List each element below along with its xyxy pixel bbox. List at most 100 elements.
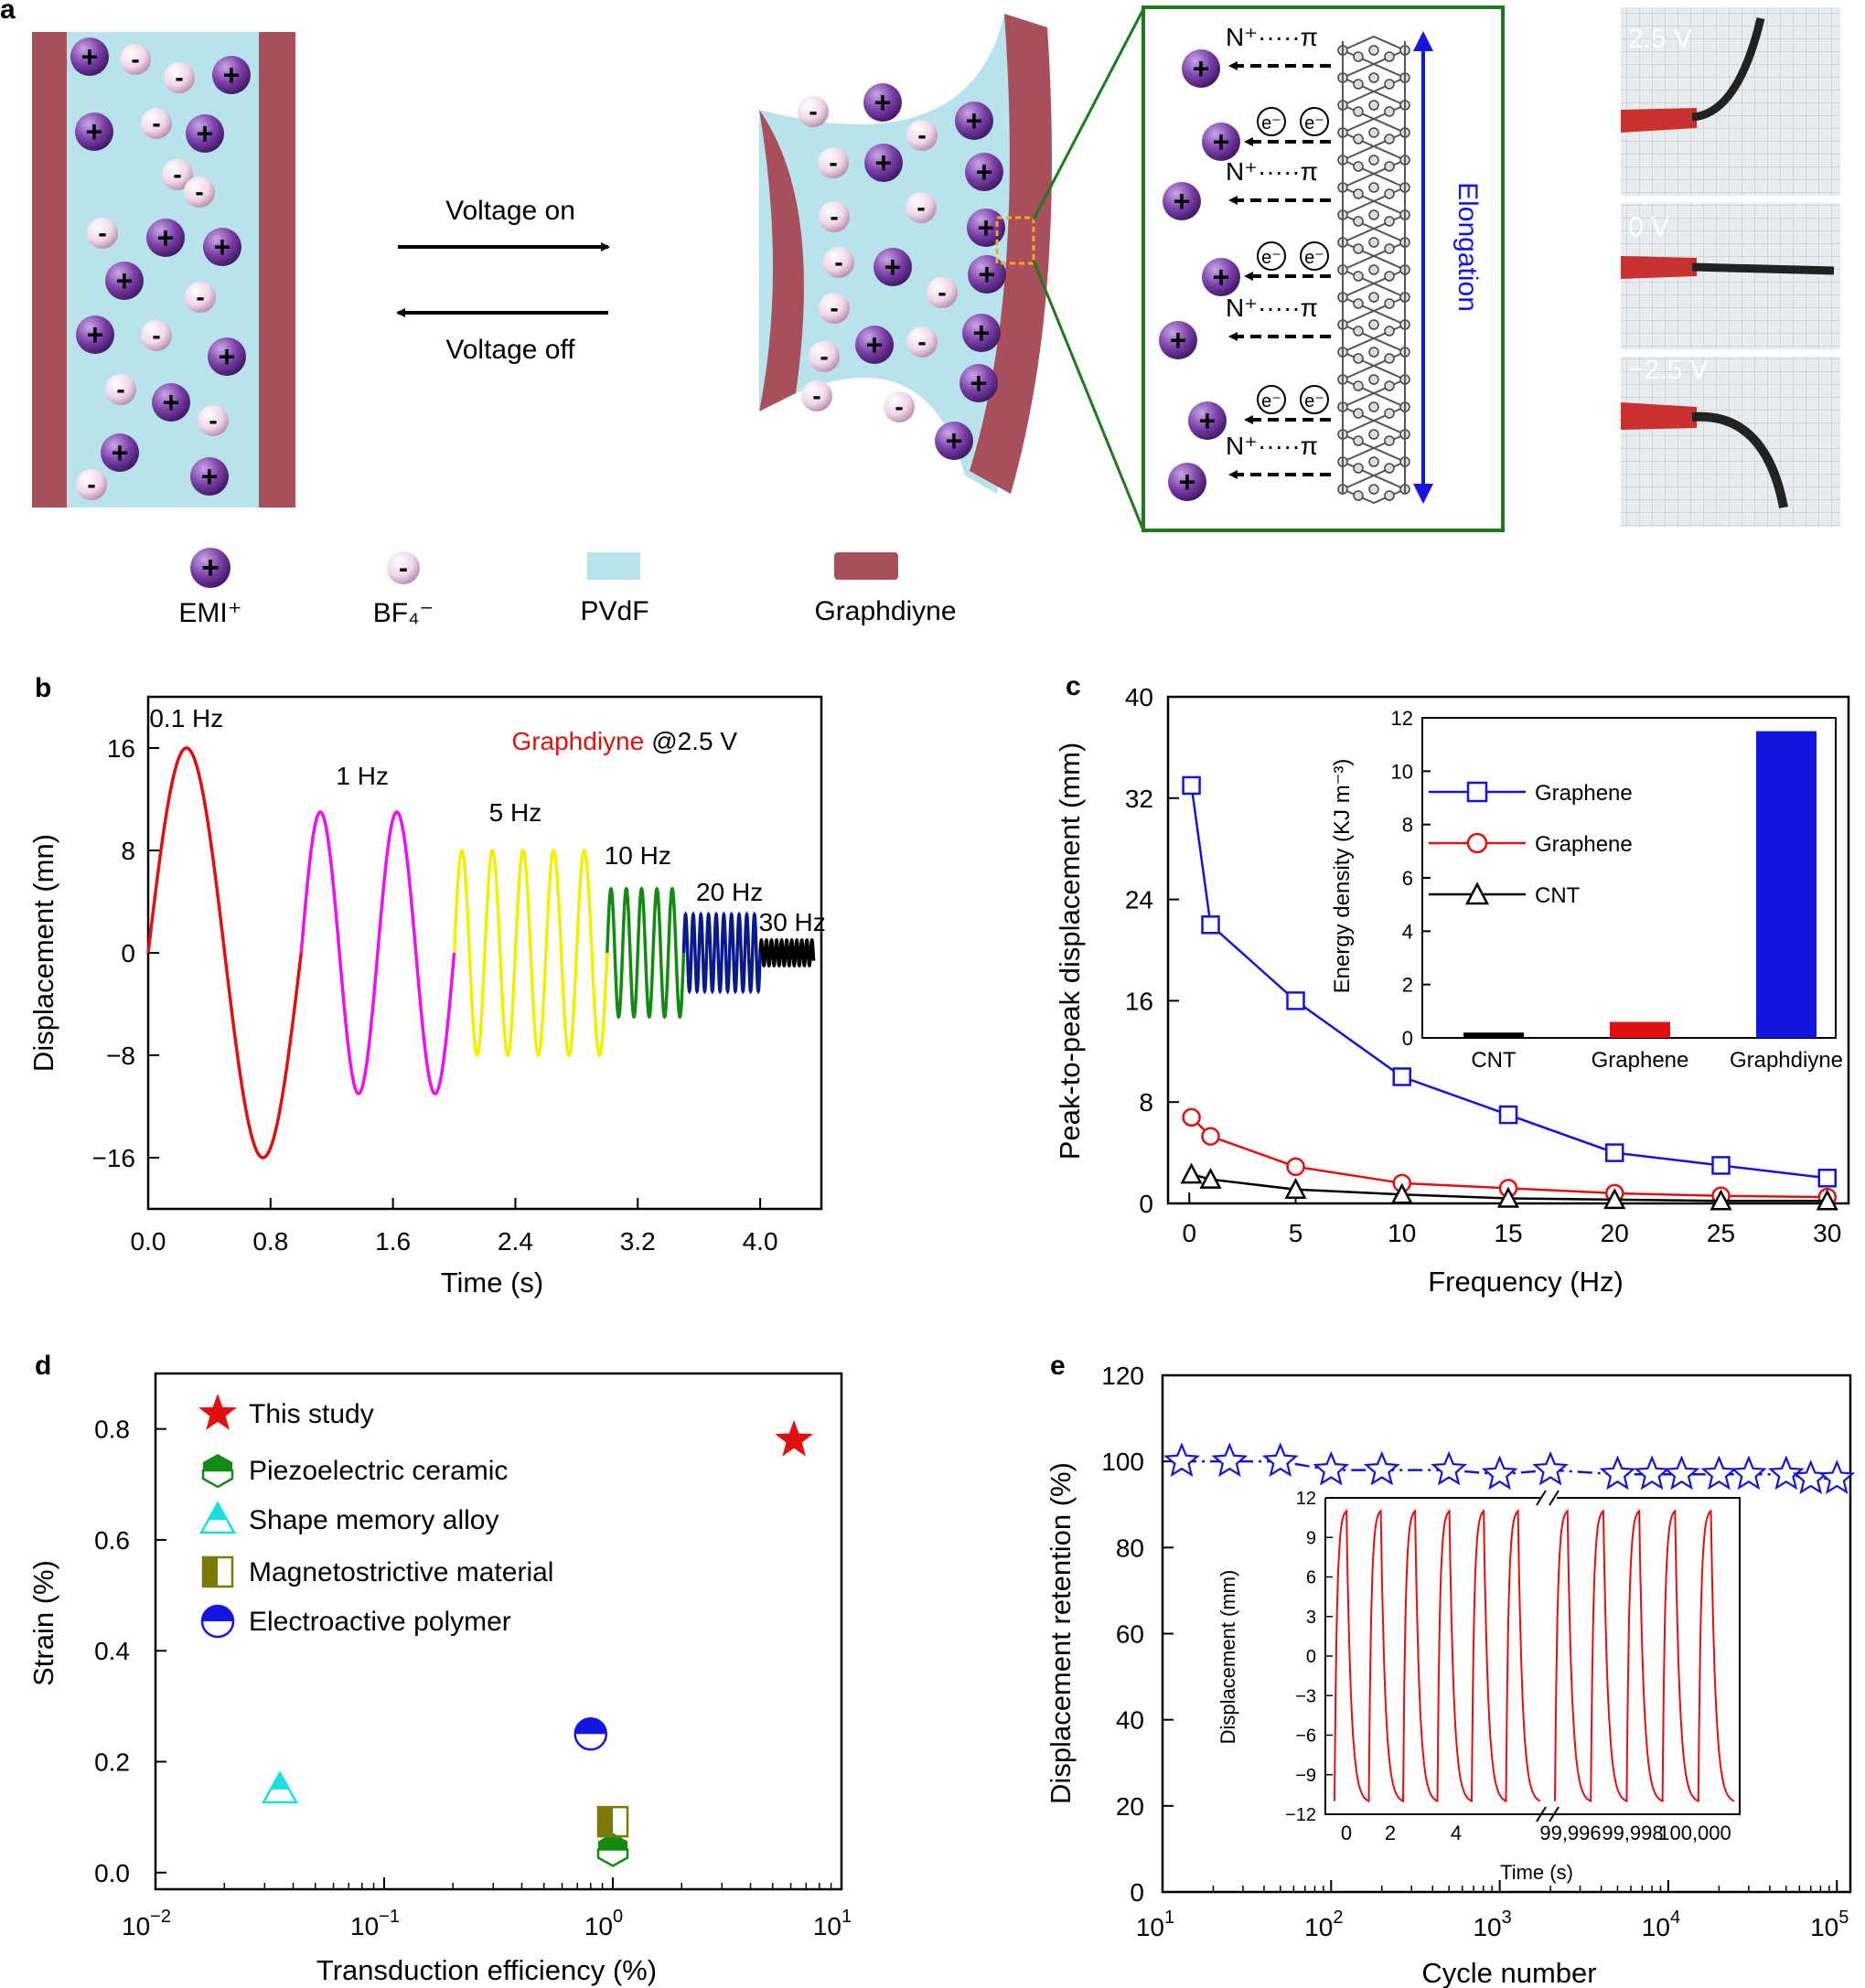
- anion-sign: -: [830, 294, 838, 322]
- photo-zero-film: [1691, 262, 1835, 275]
- cation-sphere: [1168, 463, 1206, 501]
- cation-sign: +: [219, 340, 236, 373]
- retention-point: [1818, 1459, 1856, 1494]
- cation-sphere: [146, 219, 185, 257]
- anion-sign: -: [195, 177, 203, 206]
- legend-marker-shape-memory-alloy: [198, 1501, 237, 1534]
- lattice-atom: [1384, 79, 1395, 90]
- photo-strip: 2.5 V 0 V −2.5 V: [1621, 7, 1840, 527]
- panel-a-legend: + EMI⁺ - BF₄⁻ PVdF Graphdiyne: [178, 548, 957, 628]
- cation-sign: +: [1193, 52, 1210, 85]
- x-tick-label: 1.6: [375, 1227, 411, 1256]
- retention-point: [1700, 1455, 1738, 1491]
- anion: -: [87, 218, 118, 249]
- anion-sphere: [819, 293, 850, 324]
- data-point: [1710, 1189, 1732, 1211]
- circle-top: [574, 1718, 606, 1735]
- retention-point: [1431, 1450, 1468, 1486]
- legend-marker-magnetostrictive-material: [201, 1555, 234, 1588]
- anion: -: [927, 277, 958, 308]
- lattice-atom: [1353, 463, 1364, 474]
- anion-sign: -: [812, 381, 820, 410]
- chart-d-points: [261, 1419, 813, 1867]
- data-point: [1711, 1156, 1731, 1175]
- x-tick-label: 100: [584, 1907, 623, 1940]
- lattice-atom: [1368, 347, 1379, 358]
- cation-sign: +: [946, 424, 963, 457]
- y-tick-label: 60: [1116, 1620, 1144, 1649]
- tick-exponent: 5: [1838, 1908, 1849, 1928]
- cation: +: [863, 83, 902, 122]
- data-point: [1496, 1186, 1520, 1208]
- panel-label-c: c: [1066, 671, 1081, 701]
- freq-label: 0.1 Hz: [149, 704, 223, 732]
- cation-sphere: [186, 114, 224, 153]
- freq-label: 20 Hz: [696, 878, 763, 906]
- inset-x-tick-label: 2: [1385, 1822, 1396, 1844]
- voltage-arrows: Voltage on Voltage off: [396, 196, 610, 365]
- data-point: [1466, 781, 1488, 803]
- x-tick-label: 25: [1707, 1219, 1735, 1247]
- lattice-atom: [1384, 188, 1395, 199]
- data-point: [1466, 832, 1488, 854]
- zoom-line-bottom: [1032, 260, 1145, 531]
- electron-icon: [1300, 241, 1329, 271]
- anion: -: [164, 62, 195, 93]
- data-point: [1284, 1178, 1307, 1200]
- legend-pvdf-swatch: [587, 552, 640, 580]
- lattice-atom: [1353, 51, 1364, 62]
- y-tick-label: 0.2: [94, 1748, 130, 1777]
- anion-sign: -: [809, 97, 817, 125]
- cation-sphere: [1202, 258, 1240, 296]
- tick-base: 10: [584, 1912, 613, 1940]
- anion: -: [141, 108, 172, 139]
- electron-label: e⁻: [1261, 113, 1281, 134]
- anion: -: [819, 201, 850, 232]
- tick-exponent: −1: [379, 1907, 400, 1927]
- electron-icon: [1257, 385, 1286, 414]
- cation: +: [1168, 463, 1206, 501]
- cation-sphere: [863, 83, 902, 122]
- anion-sign: -: [209, 406, 217, 434]
- cation-sign: +: [875, 146, 893, 179]
- curve-segment-30hz: [758, 937, 816, 968]
- electron-label: e⁻: [1261, 391, 1281, 411]
- curve-segment-10hz: [606, 886, 686, 1020]
- x-tick-label: 5: [1289, 1219, 1303, 1247]
- anion: -: [141, 320, 172, 351]
- data-point: [1817, 1169, 1837, 1188]
- data-point: [1201, 1127, 1220, 1146]
- y-tick-label: 8: [1139, 1088, 1153, 1117]
- anion: -: [198, 405, 229, 436]
- anion-sign: -: [820, 342, 828, 370]
- anion: -: [105, 374, 136, 405]
- data-point: [1199, 1168, 1222, 1189]
- inset-x-tick-label: Graphene: [1592, 1048, 1689, 1073]
- anion-sphere: [906, 326, 938, 358]
- legend-graphdiyne-label: Graphdiyne: [814, 596, 956, 626]
- data-point: [1286, 991, 1305, 1010]
- cation-sign: +: [979, 258, 996, 291]
- inset-y-tick-label: −9: [1295, 1766, 1316, 1786]
- cation-sign: +: [1199, 404, 1217, 437]
- tick-base: 10: [1136, 1913, 1164, 1941]
- lattice-atom: [1384, 243, 1395, 254]
- anion: -: [884, 391, 915, 422]
- y-tick-label: 0: [1130, 1878, 1144, 1907]
- elongation-label: Elongation: [1452, 182, 1483, 312]
- cation-sphere: [1159, 321, 1197, 359]
- inset-y-tick-label: 0: [1306, 1647, 1316, 1667]
- legend-label: CNT: [1535, 883, 1581, 908]
- legend-label: Graphene: [1535, 781, 1633, 806]
- anion-sign: -: [834, 248, 842, 276]
- series-line: [1190, 1116, 1827, 1199]
- electron-label: e⁻: [1261, 248, 1281, 268]
- inset-signal-left: [1334, 1509, 1541, 1803]
- x-tick-label: 102: [1304, 1908, 1343, 1941]
- cation-sign: +: [874, 86, 892, 119]
- bent-right-electrode: [970, 14, 1052, 494]
- circle-outline: [573, 1716, 608, 1751]
- lattice-atom: [1368, 484, 1379, 495]
- retention-point: [1599, 1455, 1636, 1491]
